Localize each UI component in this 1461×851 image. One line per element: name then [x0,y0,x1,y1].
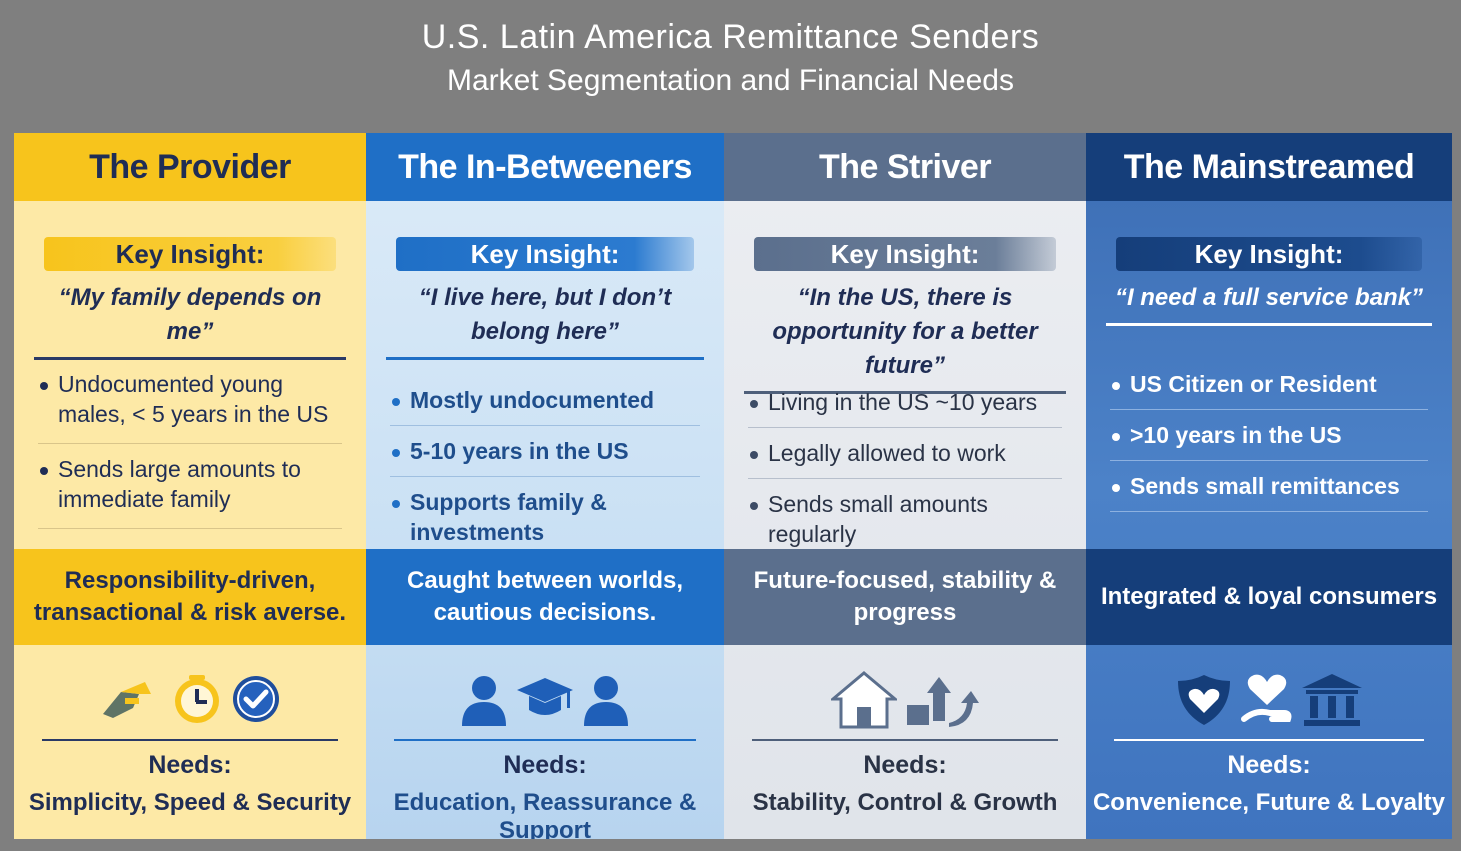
segment-title: The Mainstreamed [1086,133,1452,201]
heart-shield-icon [1178,675,1230,725]
bullet-item: >10 years in the US [1110,410,1428,461]
key-insight-quote: “My family depends on me” [34,281,346,360]
bullet-item: Legally allowed to work [748,428,1062,479]
segment-icons [14,665,366,733]
growth-arrows-icon [907,677,979,727]
key-insight-label: Key Insight: [1116,237,1422,271]
bullet-item: Sends large amounts to immediate family [38,444,342,529]
needs-label: Needs: [863,751,947,779]
divider [752,739,1058,741]
segment-summary: Responsibility-driven, transactional & r… [14,549,366,645]
segment-title: The Provider [14,133,366,201]
bullet-item: Living in the US ~10 years [748,377,1062,428]
segment-summary: Future-focused, stability & progress [724,549,1086,645]
needs-value: Simplicity, Speed & Security [28,789,352,816]
page-title: U.S. Latin America Remittance Senders [421,18,1040,56]
segment-title: The Striver [724,133,1086,201]
key-insight-quote: “I need a full service bank” [1106,281,1432,326]
segmentation-panel: The Provider Key Insight: “My family dep… [14,133,1452,839]
person-icon [462,676,506,726]
key-insight-label: Key Insight: [396,237,694,271]
segment-icons [1086,665,1452,733]
segment-icons [724,665,1086,733]
needs-value: Education, Reassurance & Support [393,789,697,839]
page-subtitle: Market Segmentation and Financial Needs [447,64,1014,97]
bullet-item: US Citizen or Resident [1110,359,1428,410]
divider [394,739,696,741]
segment-striver: The Striver Key Insight: “In the US, the… [724,133,1086,839]
clock-icon [175,675,219,723]
bullet-item: Sends small amounts regularly [748,479,1062,560]
bank-icon [1302,674,1362,726]
segment-bullets: Living in the US ~10 years Legally allow… [748,377,1062,560]
heart-hand-icon [1241,674,1292,722]
needs-label: Needs: [148,751,232,779]
money-hand-icon [103,682,151,718]
needs-value: Stability, Control & Growth [752,789,1058,816]
bullet-item: 5-10 years in the US [390,426,700,477]
bullet-item: Mostly undocumented [390,375,700,426]
check-shield-icon [233,676,279,722]
segment-provider: The Provider Key Insight: “My family dep… [14,133,366,839]
bullet-item: Sends small remittances [1110,461,1428,512]
house-icon [831,671,897,729]
divider [1114,739,1424,741]
person-icon [584,676,628,726]
bullet-item: Supports family & investments [390,477,700,558]
key-insight-quote: “I live here, but I don’t belong here” [386,281,704,360]
segment-in-betweeners: The In-Betweeners Key Insight: “I live h… [366,133,724,839]
key-insight-label: Key Insight: [44,237,336,271]
bullet-item: Undocumented young males, < 5 years in t… [38,359,342,444]
segment-summary: Integrated & loyal consumers [1086,549,1452,645]
segment-bullets: US Citizen or Resident >10 years in the … [1110,359,1428,512]
segment-bullets: Undocumented young males, < 5 years in t… [38,359,342,529]
key-insight-quote: “In the US, there is opportunity for a b… [744,281,1066,394]
segment-summary: Caught between worlds, cautious decision… [366,549,724,645]
key-insight-label: Key Insight: [754,237,1056,271]
segment-mainstreamed: The Mainstreamed Key Insight: “I need a … [1086,133,1452,839]
needs-label: Needs: [503,751,587,779]
header: U.S. Latin America Remittance Senders Ma… [0,0,1461,128]
needs-value: Convenience, Future & Loyalty [1092,789,1446,816]
segment-bullets: Mostly undocumented 5-10 years in the US… [390,375,700,558]
graduation-cap-icon [517,678,573,715]
segment-title: The In-Betweeners [366,133,724,201]
segment-icons [366,665,724,733]
divider [42,739,338,741]
needs-label: Needs: [1227,751,1311,779]
